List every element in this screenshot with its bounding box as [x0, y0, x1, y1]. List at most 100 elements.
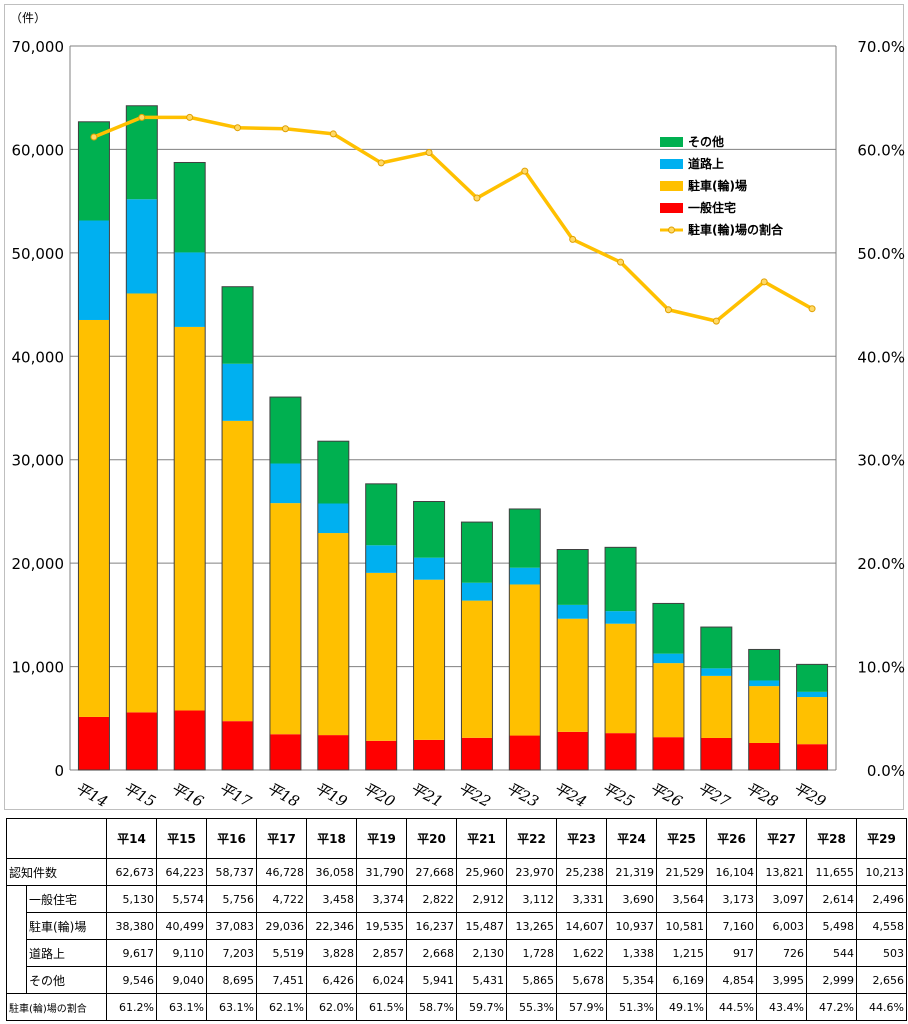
- x-tick-label: 平24: [551, 779, 590, 811]
- table-cell: 25,960: [456, 858, 507, 886]
- y-right-tick-label: 30.0%: [857, 452, 905, 470]
- table-row: 駐車(輪)場の割合 61.2% 63.1% 63.1% 62.1% 62.0% 61.5% 5…: [6, 993, 907, 1021]
- legend-label: 道路上: [688, 156, 724, 171]
- bar-outline: [652, 602, 685, 771]
- table-cell: 9,110: [156, 939, 207, 967]
- table-cell: 61.2%: [106, 993, 157, 1021]
- y-left-tick-label: 20,000: [12, 555, 65, 573]
- x-tick-label: 平29: [790, 779, 829, 811]
- bar-segment: [269, 734, 301, 770]
- table-cell: 44.5%: [706, 993, 757, 1021]
- ratio-line-path: [93, 115, 813, 323]
- table-cell: 9,040: [156, 966, 207, 994]
- table-row: 駐車(輪)場 38,380 40,499 37,083 29,036 22,346 19,5…: [6, 912, 907, 940]
- bar-segment: [605, 547, 637, 612]
- table-cell: 3,331: [556, 885, 607, 913]
- y-left-tick-label: 30,000: [12, 452, 65, 470]
- y-unit-label: （件）: [10, 11, 46, 25]
- legend-label: 一般住宅: [688, 200, 736, 215]
- table-cell: 62.0%: [306, 993, 357, 1021]
- chart-frame: [4, 4, 904, 810]
- table-cell: 3,690: [606, 885, 657, 913]
- table-cell: 29,036: [256, 912, 307, 940]
- bar-segment: [317, 533, 349, 736]
- bar-segment: [796, 691, 828, 698]
- table-cell: 3,458: [306, 885, 357, 913]
- table-cell: 36,058: [306, 858, 357, 886]
- legend-label: 駐車(輪)場の割合: [688, 222, 784, 237]
- table-cell: 4,558: [856, 912, 907, 940]
- table-header-cell: 平14: [106, 818, 157, 859]
- bar-outline: [556, 549, 589, 771]
- table-cell: 49.1%: [656, 993, 707, 1021]
- table-cell: 2,130: [456, 939, 507, 967]
- table-indent-cell: [6, 885, 27, 913]
- x-tick-label: 平27: [695, 779, 734, 811]
- ratio-line: [90, 113, 816, 325]
- bar-segment: [317, 735, 349, 770]
- bar-segment: [413, 501, 445, 558]
- x-tick-label: 平22: [455, 779, 494, 811]
- bar-segment: [796, 697, 828, 745]
- table-cell: 5,431: [456, 966, 507, 994]
- table-cell: 7,203: [206, 939, 257, 967]
- legend-label: 駐車(輪)場: [688, 178, 747, 193]
- bar-segment: [365, 740, 397, 770]
- table-cell: 62.1%: [256, 993, 307, 1021]
- x-tick-label: 平20: [359, 779, 398, 811]
- table-cell: 2,912: [456, 885, 507, 913]
- bar-segment: [269, 397, 301, 464]
- bar-segment: [509, 508, 541, 568]
- table-cell: 7,160: [706, 912, 757, 940]
- table-cell: 3,995: [756, 966, 807, 994]
- ratio-point: [808, 305, 816, 313]
- table-cell: 4,854: [706, 966, 757, 994]
- table-header-cell: 平29: [856, 818, 907, 859]
- table-cell: 2,656: [856, 966, 907, 994]
- x-tick-label: 平25: [599, 779, 638, 811]
- bar-segment: [78, 319, 110, 717]
- bar-segment: [796, 744, 828, 770]
- table-cell: 37,083: [206, 912, 257, 940]
- bar-segment: [461, 582, 493, 601]
- bar-segment: [652, 737, 684, 770]
- bar-segment: [605, 733, 637, 770]
- bar-segment: [126, 712, 158, 770]
- bar-segment: [269, 503, 301, 735]
- table-cell: 51.3%: [606, 993, 657, 1021]
- table-cell: 15,487: [456, 912, 507, 940]
- table-header-cell: 平27: [756, 818, 807, 859]
- x-tick-label: 平21: [407, 779, 446, 811]
- table-header-cell: 平25: [656, 818, 707, 859]
- table-cell: 6,426: [306, 966, 357, 994]
- bar-segment: [269, 463, 301, 504]
- bar-segment: [126, 293, 158, 713]
- bar-segment: [509, 735, 541, 770]
- table-cell: 917: [706, 939, 757, 967]
- table-cell: 2,496: [856, 885, 907, 913]
- x-tick-label: 平17: [216, 779, 255, 811]
- table-cell: 43.4%: [756, 993, 807, 1021]
- ratio-point: [377, 159, 385, 167]
- table-cell: 27,668: [406, 858, 457, 886]
- table-cell: 1,215: [656, 939, 707, 967]
- bar-outline: [700, 626, 733, 771]
- table-cell: 40,499: [156, 912, 207, 940]
- table-header-cell: 平23: [556, 818, 607, 859]
- bar-outline: [508, 508, 541, 771]
- x-tick-label: 平16: [168, 779, 207, 811]
- bar-segment: [605, 623, 637, 734]
- bar-segment: [652, 663, 684, 738]
- table-header-cell: 平28: [806, 818, 857, 859]
- table-row-label: 一般住宅: [26, 885, 107, 913]
- table-cell: 19,535: [356, 912, 407, 940]
- table-cell: 16,104: [706, 858, 757, 886]
- bar-segment: [748, 649, 780, 681]
- bar-outline: [125, 105, 158, 771]
- y-right-tick-label: 0.0%: [867, 762, 905, 780]
- table-cell: 3,564: [656, 885, 707, 913]
- bar-segment: [461, 600, 493, 738]
- bar-segment: [317, 441, 349, 504]
- table-cell: 23,970: [506, 858, 557, 886]
- ratio-point: [664, 306, 672, 314]
